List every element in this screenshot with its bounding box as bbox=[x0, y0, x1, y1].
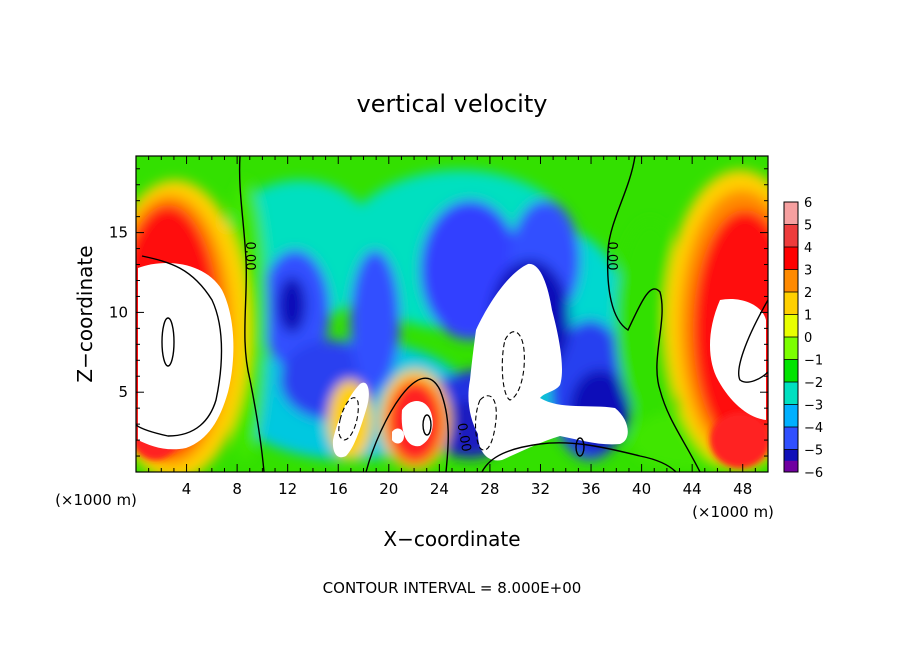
contour-interval-note: CONTOUR INTERVAL = 8.000E+00 bbox=[323, 579, 582, 597]
x-tick-label: 48 bbox=[733, 480, 752, 498]
colorbar-swatch bbox=[784, 292, 798, 315]
colorbar-swatch bbox=[784, 382, 798, 405]
x-tick-label: 4 bbox=[182, 480, 192, 498]
contour-label-right: 0.00 bbox=[604, 242, 619, 271]
colorbar-swatch bbox=[784, 224, 798, 247]
x-tick-label: 28 bbox=[480, 480, 499, 498]
colorbar-label: −3 bbox=[804, 399, 823, 414]
colorbar-swatch bbox=[784, 202, 798, 225]
x-tick-label: 12 bbox=[278, 480, 297, 498]
colorbar-label: −6 bbox=[804, 466, 823, 481]
colorbar-swatch bbox=[784, 404, 798, 427]
colorbar-label: 0 bbox=[804, 331, 812, 346]
contour-lines bbox=[136, 156, 768, 472]
colorbar-label: 1 bbox=[804, 309, 812, 324]
y-tick-label: 5 bbox=[118, 383, 128, 401]
x-tick-label: 32 bbox=[531, 480, 550, 498]
colorbar-swatch bbox=[784, 314, 798, 337]
y-tick-label: 15 bbox=[109, 224, 128, 242]
colorbar-swatch bbox=[784, 337, 798, 360]
contour-labels: 0.00 0.00 0.00 bbox=[242, 242, 619, 453]
x-tick-label: 36 bbox=[581, 480, 600, 498]
x-tick-label: 16 bbox=[329, 480, 348, 498]
chart-title: vertical velocity bbox=[357, 90, 548, 118]
colorbar-swatch bbox=[784, 427, 798, 450]
colorbar-label: −5 bbox=[804, 444, 823, 459]
x-tick-label: 24 bbox=[430, 480, 449, 498]
colorbar-label: 3 bbox=[804, 264, 812, 279]
colorbar-label: −1 bbox=[804, 354, 823, 369]
colorbar-label: 4 bbox=[804, 241, 812, 256]
y-axis-label: Z−coordinate bbox=[73, 245, 97, 382]
colorbar-swatch bbox=[784, 247, 798, 270]
colorbar-swatch bbox=[784, 269, 798, 292]
colorbar-label: 2 bbox=[804, 286, 812, 301]
colorbar-swatch bbox=[784, 359, 798, 382]
y-tick-label: 10 bbox=[109, 303, 128, 321]
negative-contours bbox=[338, 331, 525, 451]
colorbar: 6 5 4 3 2 1 0 −1 −2 −3 −4 −5 −6 bbox=[783, 196, 823, 481]
x-axis-ticks: 4 8 12 16 20 24 28 32 36 40 44 48 bbox=[148, 156, 756, 498]
x-unit-left: (×1000 m) bbox=[55, 491, 137, 509]
x-tick-label: 44 bbox=[683, 480, 702, 498]
y-axis-ticks: 5 10 15 bbox=[109, 168, 768, 457]
colorbar-swatch bbox=[784, 460, 798, 472]
x-unit-right: (×1000 m) bbox=[692, 503, 774, 521]
x-tick-label: 8 bbox=[232, 480, 242, 498]
x-axis-label: X−coordinate bbox=[383, 527, 520, 551]
x-tick-label: 40 bbox=[632, 480, 651, 498]
contour-label-left: 0.00 bbox=[242, 242, 257, 271]
colorbar-label: 6 bbox=[804, 196, 812, 211]
heatmap-field: 0.00 0.00 0.00 bbox=[136, 156, 768, 472]
colorbar-label: 5 bbox=[804, 219, 812, 234]
contour-label-bottom: 0.00 bbox=[454, 422, 474, 453]
colorbar-label: −2 bbox=[804, 376, 823, 391]
colorbar-label: −4 bbox=[804, 421, 823, 436]
x-tick-label: 20 bbox=[379, 480, 398, 498]
